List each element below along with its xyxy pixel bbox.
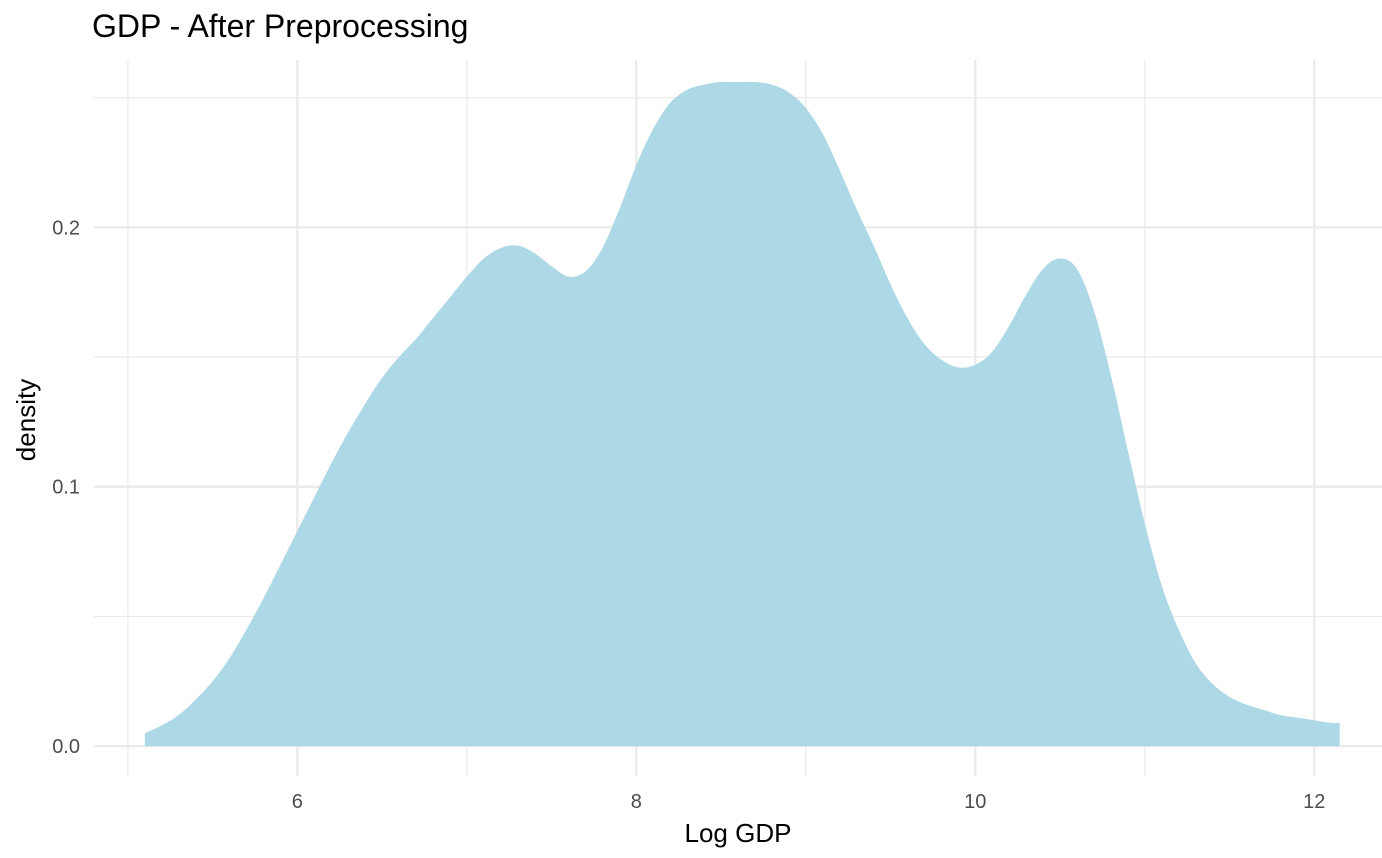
y-axis-title: density	[11, 379, 41, 461]
y-tick-label: 0.2	[52, 217, 80, 239]
y-tick-label: 0.1	[52, 477, 80, 499]
x-tick-labels: 6 8 10 12	[292, 791, 1326, 813]
x-tick-label: 6	[292, 791, 303, 813]
chart-title: GDP - After Preprocessing	[92, 8, 468, 44]
density-fill-layer	[144, 81, 1340, 747]
x-tick-label: 10	[964, 791, 986, 813]
density-area	[144, 81, 1340, 747]
y-tick-labels: 0.0 0.1 0.2	[52, 217, 80, 758]
x-axis-title: Log GDP	[685, 818, 792, 848]
y-tick-label: 0.0	[52, 736, 80, 758]
x-tick-label: 8	[631, 791, 642, 813]
x-tick-label: 12	[1303, 791, 1325, 813]
